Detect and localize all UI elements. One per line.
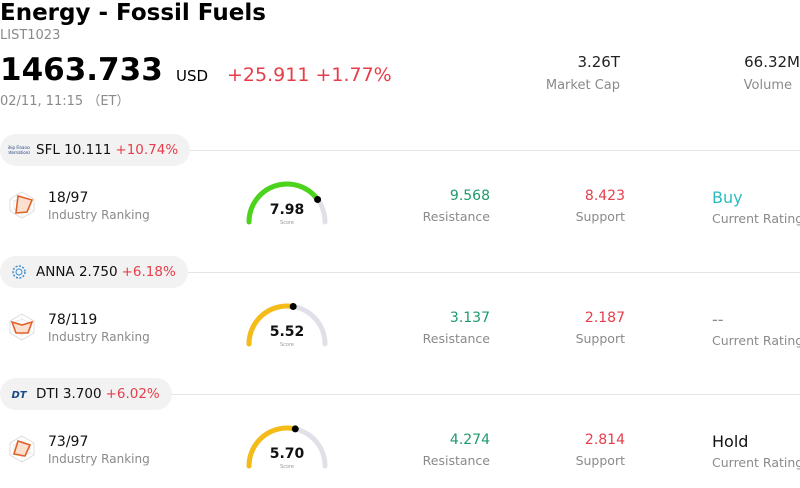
stock-change-percent: +10.74% bbox=[115, 142, 179, 158]
stock-pill[interactable]: Ship FinanceInternational SFL 10.111 +10… bbox=[0, 134, 190, 166]
market-cap-value: 3.26T bbox=[577, 53, 620, 71]
company-logo-icon: DT bbox=[8, 387, 30, 401]
stock-symbol-price: DTI 3.700 bbox=[36, 386, 102, 402]
support-label: Support bbox=[575, 209, 625, 224]
support-value: 2.814 bbox=[584, 432, 625, 448]
score-value: 5.70 bbox=[270, 446, 305, 462]
stock-symbol-price: SFL 10.111 bbox=[36, 142, 112, 158]
support-label: Support bbox=[575, 331, 625, 346]
industry-ranking-value: 78/119 bbox=[48, 312, 98, 328]
resistance-label: Resistance bbox=[422, 453, 490, 468]
svg-text:DT: DT bbox=[11, 390, 27, 400]
current-rating-label: Current Rating bbox=[712, 333, 800, 348]
resistance-value: 9.568 bbox=[449, 188, 490, 204]
industry-ranking-label: Industry Ranking bbox=[48, 208, 150, 222]
resistance-value: 3.137 bbox=[449, 310, 490, 326]
company-logo-icon bbox=[8, 265, 30, 279]
stock-symbol-price: ANNA 2.750 bbox=[36, 264, 118, 280]
section-divider bbox=[0, 150, 800, 151]
resistance-value: 4.274 bbox=[449, 432, 490, 448]
stock-pill[interactable]: ANNA 2.750 +6.18% bbox=[0, 256, 188, 288]
current-rating-value: -- bbox=[712, 310, 724, 329]
section-divider bbox=[0, 272, 800, 273]
score-gauge: 7.98 Score bbox=[246, 181, 328, 226]
score-label: Score bbox=[280, 464, 294, 470]
index-price: 1463.733 bbox=[0, 52, 163, 88]
score-label: Score bbox=[280, 342, 294, 348]
timestamp: 02/11, 11:15 （ET） bbox=[0, 94, 130, 109]
score-label: Score bbox=[280, 220, 294, 226]
current-rating-label: Current Rating bbox=[712, 211, 800, 226]
page-title: Energy - Fossil Fuels bbox=[0, 0, 266, 26]
support-value: 2.187 bbox=[584, 310, 625, 326]
industry-ranking-value: 18/97 bbox=[48, 190, 89, 206]
industry-ranking-label: Industry Ranking bbox=[48, 452, 150, 466]
ranking-radar-icon bbox=[9, 435, 35, 463]
svg-text:International: International bbox=[8, 150, 30, 155]
resistance-label: Resistance bbox=[422, 331, 490, 346]
stock-change-percent: +6.18% bbox=[121, 264, 176, 280]
stock-change-percent: +6.02% bbox=[105, 386, 160, 402]
current-rating-value: Hold bbox=[712, 432, 749, 451]
ranking-radar-icon bbox=[9, 191, 35, 219]
section-divider bbox=[0, 394, 800, 395]
volume-value: 66.32M bbox=[744, 53, 800, 71]
market-cap-label: Market Cap bbox=[545, 78, 620, 93]
company-logo-icon: Ship FinanceInternational bbox=[8, 143, 30, 157]
score-gauge: 5.70 Score bbox=[246, 425, 328, 470]
current-rating-value: Buy bbox=[712, 188, 743, 207]
industry-ranking-label: Industry Ranking bbox=[48, 330, 150, 344]
index-code: LIST1023 bbox=[0, 28, 61, 43]
volume-label: Volume bbox=[743, 78, 792, 93]
svg-text:Ship Finance: Ship Finance bbox=[8, 145, 30, 150]
price-change: +25.911 +1.77% bbox=[227, 64, 392, 86]
ranking-radar-icon bbox=[9, 313, 35, 341]
score-value: 7.98 bbox=[270, 202, 305, 218]
support-value: 8.423 bbox=[584, 188, 625, 204]
score-value: 5.52 bbox=[270, 324, 305, 340]
currency-label: USD bbox=[176, 67, 209, 85]
resistance-label: Resistance bbox=[422, 209, 490, 224]
current-rating-label: Current Rating bbox=[712, 455, 800, 470]
support-label: Support bbox=[575, 453, 625, 468]
industry-ranking-value: 73/97 bbox=[48, 434, 89, 450]
score-gauge: 5.52 Score bbox=[246, 303, 328, 348]
stock-pill[interactable]: DT DTI 3.700 +6.02% bbox=[0, 378, 172, 410]
